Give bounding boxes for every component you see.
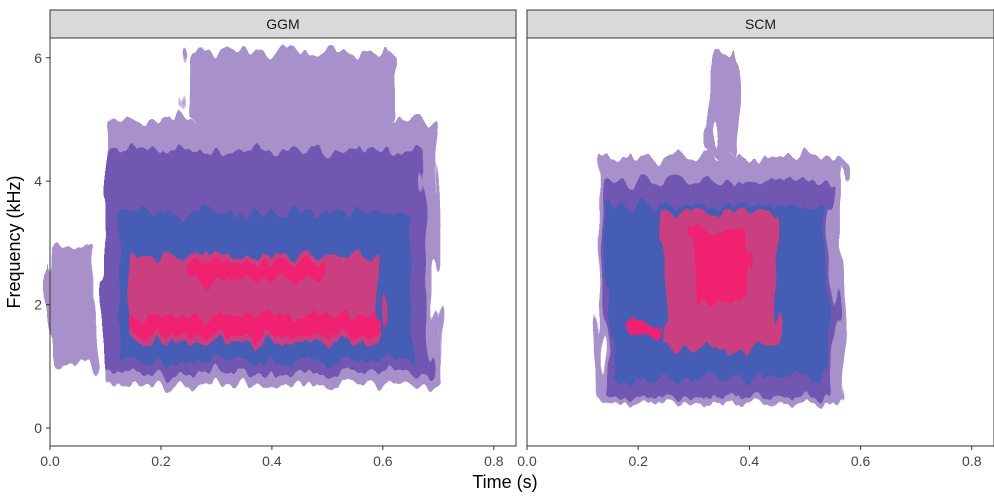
y-tick-label: 6 (34, 50, 42, 66)
spectral-region (710, 51, 739, 157)
x-tick-label: 0.6 (373, 453, 393, 469)
spectral-region (188, 261, 328, 280)
spectral-region (133, 316, 383, 336)
x-tick-label: 0.2 (628, 453, 648, 469)
spectrogram-layer (599, 51, 844, 404)
spectral-region (50, 242, 95, 367)
y-tick-label: 0 (34, 420, 42, 436)
spectral-region (627, 323, 661, 336)
y-axis-title: Frequency (kHz) (4, 175, 24, 308)
x-tick-label: 0.0 (40, 453, 60, 469)
x-axis-title: Time (s) (472, 472, 537, 492)
x-tick-label: 0.8 (962, 453, 982, 469)
spectrogram-layer (50, 51, 439, 385)
panel-border (526, 37, 994, 447)
strip-label: GGM (266, 16, 299, 32)
x-tick-label: 0.2 (151, 453, 171, 469)
strip-label: SCM (745, 16, 776, 32)
spectral-region (693, 230, 750, 305)
spectral-region (188, 51, 394, 120)
x-tick-label: 0.4 (262, 453, 282, 469)
strip (526, 9, 994, 39)
panel-border (49, 37, 517, 447)
x-tick-label: 0.6 (851, 453, 871, 469)
y-tick-label: 2 (34, 297, 42, 313)
y-tick-label: 4 (34, 173, 42, 189)
x-tick-label: 0.4 (740, 453, 760, 469)
x-tick-label: 0.8 (484, 453, 504, 469)
x-tick-label: 0.0 (517, 453, 537, 469)
strip (49, 9, 517, 39)
